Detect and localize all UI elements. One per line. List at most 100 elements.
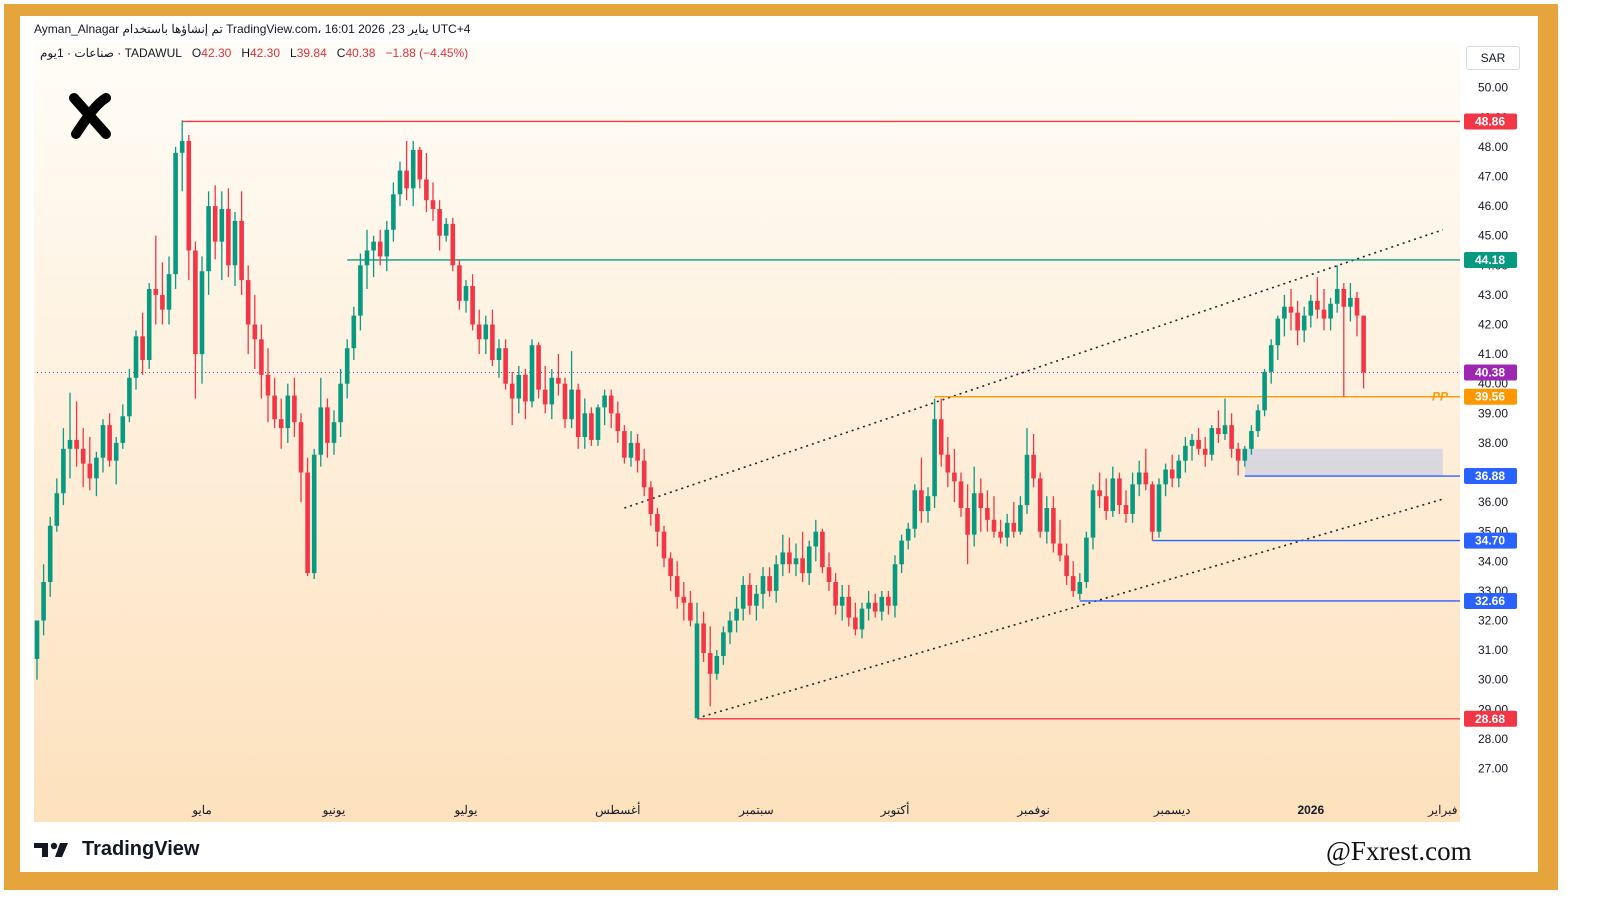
candle [833, 573, 838, 615]
price-label-box [1464, 710, 1517, 727]
candle-body [509, 383, 515, 399]
candle [252, 294, 258, 369]
candle-body [1288, 306, 1294, 313]
candle-body [377, 241, 383, 257]
candle-body [226, 209, 231, 266]
tradingview-logo[interactable]: TradingView [34, 838, 199, 861]
candle [1051, 496, 1056, 553]
candle-body [595, 407, 601, 440]
candle-body [278, 419, 284, 429]
candle-body [305, 472, 310, 574]
candle [193, 241, 198, 399]
y-tick-label: 50.00 [1478, 81, 1508, 95]
candle-body [886, 596, 891, 606]
candle [1242, 445, 1248, 467]
candle [965, 484, 970, 565]
candle [305, 457, 310, 577]
candle-body [674, 576, 680, 597]
price-label: 44.18 [1475, 253, 1505, 267]
candle-body [872, 602, 878, 612]
candle [1037, 472, 1043, 538]
candle [1334, 265, 1340, 313]
candle [661, 525, 667, 568]
candle-body [707, 653, 713, 674]
candle-body [496, 348, 502, 361]
candle [1143, 448, 1149, 491]
candle-body [1308, 300, 1314, 316]
candle-body [1044, 508, 1050, 532]
candle [952, 448, 957, 503]
candle [938, 398, 944, 467]
candle [1262, 368, 1267, 417]
candle-body [556, 377, 561, 384]
candle-body [925, 496, 931, 511]
candle [490, 309, 495, 366]
candle-body [67, 439, 73, 449]
candle [1268, 339, 1274, 384]
candle-body [292, 395, 297, 423]
candle-body [160, 294, 165, 310]
candle [622, 425, 627, 464]
candle-body [483, 324, 489, 340]
candle-body [1275, 318, 1281, 346]
x-tick-label: فبراير [1427, 803, 1457, 817]
candle-body [839, 596, 845, 606]
candle-body [945, 454, 951, 473]
candle-body [978, 493, 984, 509]
candle-body [1334, 288, 1340, 304]
candle [278, 398, 284, 449]
symbol-label: صناعات · 1يوم · TADAWUL [40, 46, 182, 60]
price-label: 48.86 [1475, 114, 1505, 128]
candle-body [1169, 469, 1175, 479]
candle-body [575, 389, 581, 437]
candle-body [1189, 439, 1195, 446]
candle [331, 410, 337, 455]
candle [120, 404, 126, 449]
candle [740, 576, 746, 621]
candle-body [1070, 576, 1076, 591]
candle [1209, 425, 1215, 461]
candle-body [476, 324, 482, 340]
candle [437, 200, 442, 251]
currency-button[interactable]: SAR [1466, 46, 1520, 70]
candle [107, 413, 112, 467]
candle [1202, 436, 1208, 467]
candle-body [1031, 454, 1036, 479]
candle-body [199, 271, 205, 355]
candle [932, 398, 937, 509]
price-label-box [1464, 251, 1517, 268]
candle-body [1004, 522, 1010, 538]
candle-body [879, 596, 885, 612]
candle-body [404, 170, 409, 189]
candle [595, 404, 601, 446]
candle [457, 259, 462, 310]
candle [476, 309, 482, 355]
low-value: 39.84 [296, 46, 327, 60]
x-tick-label: سبتمبر [738, 803, 773, 817]
candle-body [166, 274, 172, 310]
candle-body [397, 170, 403, 195]
candle [998, 519, 1003, 544]
candle [1196, 428, 1201, 455]
candle [773, 555, 779, 603]
candle [747, 573, 753, 615]
candle [344, 339, 350, 399]
candle [1341, 283, 1347, 397]
candle-body [602, 395, 607, 408]
candle-body [1123, 505, 1129, 514]
candle [866, 590, 871, 621]
candle-body [1328, 303, 1333, 319]
candle [714, 650, 720, 680]
candle-body [727, 620, 733, 633]
candle [272, 377, 277, 429]
candle-body [516, 374, 522, 399]
candle-body [1235, 448, 1241, 461]
candle [100, 419, 106, 473]
candle [212, 185, 218, 260]
candle [450, 217, 456, 272]
price-label-box [1464, 592, 1517, 609]
candle-body [787, 552, 792, 565]
candle [767, 567, 772, 597]
candle-body [259, 339, 264, 375]
